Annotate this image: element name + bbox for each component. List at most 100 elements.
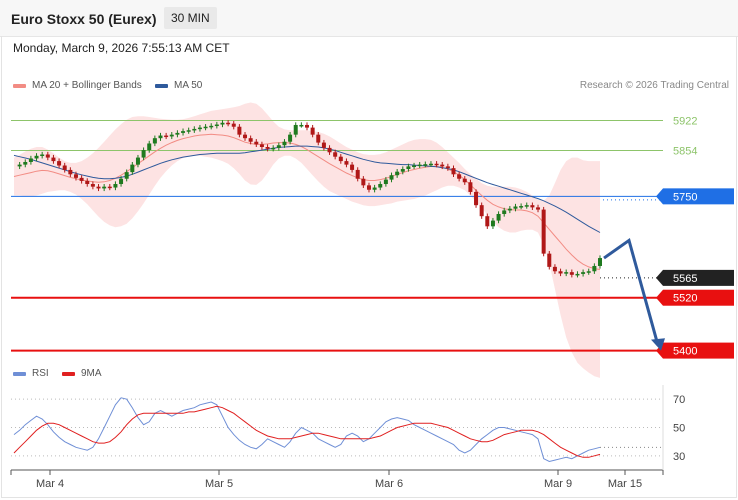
candle-body [327,147,332,153]
x-tick-label: Mar 6 [375,478,403,490]
candle-body [169,134,174,137]
candle-body [406,166,411,170]
candle-body [541,209,546,254]
candle-body [220,122,225,125]
candle-body [282,141,287,146]
candle-body [271,147,276,150]
candle-body [73,174,78,178]
header-bar: Euro Stoxx 50 (Eurex) 30 MIN [0,0,738,37]
candle-body [181,131,186,133]
level-label-5520: 5520 [673,293,697,305]
chart-credit: Research © 2026 Trading Central [579,80,729,91]
candle-body [468,182,473,192]
legend-rsi-label: RSI [32,368,49,379]
candle-body [598,258,602,266]
candle-body [530,205,535,208]
candle-body [231,123,236,127]
legend-ma50-label: MA 50 [174,80,203,91]
candle-body [293,124,298,135]
level-tag-5400 [663,342,734,359]
level-tag-5520 [663,289,734,306]
candle-body [451,168,456,175]
legend-ma20-label: MA 20 + Bollinger Bands [32,80,142,91]
candle-body [147,143,152,151]
candle-body [338,156,343,162]
rsi-line [13,397,601,463]
x-tick-label: Mar 4 [36,478,64,490]
candle-body [197,127,202,130]
level-label-5854: 5854 [673,146,697,158]
bollinger-band [14,102,600,378]
candle-body [333,152,338,157]
candle-body [265,147,270,149]
candle-body [34,155,39,159]
candle-body [51,157,56,162]
chart-datetime: Monday, March 9, 2026 7:55:13 AM CET [13,41,230,55]
candle-body [513,206,518,209]
candle-body [344,161,349,165]
candle-body [68,169,73,175]
level-tag-5565 [663,269,734,286]
legend-rsi-ma-swatch [62,371,75,376]
candle-body [316,134,321,143]
candle-body [158,135,163,139]
candle-body [321,142,326,148]
candle-body [141,150,146,158]
candle-body [299,124,304,127]
x-tick-label: Mar 5 [205,478,233,490]
chart-frame [1,36,737,498]
candle-body [152,138,157,144]
candle-body [113,184,118,188]
candle-body [40,154,45,156]
candle-body [569,272,574,275]
level-label-5922: 5922 [673,116,697,128]
legend-rsi: RSI [13,368,49,379]
candle-body [536,207,541,210]
scenario-arrow [603,237,660,346]
legend-ma50-swatch [155,83,168,88]
level-tag-5750 [663,188,734,205]
candle-body [366,185,371,190]
candle-body [237,126,242,135]
candle-body [395,171,400,176]
rsi-ma-line [13,405,601,458]
ma20-line [13,133,601,270]
legend-ma20-swatch [13,83,26,88]
candle-body [485,216,490,227]
candle-body [502,210,507,214]
legend-ma20: MA 20 + Bollinger Bands [13,80,142,91]
candle-body [90,184,95,187]
rsi-tick-70: 70 [673,394,685,406]
level-label-5750: 5750 [673,191,697,203]
candle-body [17,164,22,167]
candle-body [192,128,197,131]
candle-body [507,208,512,211]
candle-body [378,184,383,188]
candle-body [524,205,529,207]
candle-body [288,134,293,142]
timeframe-button[interactable]: 30 MIN [164,7,217,29]
candle-body [383,179,388,185]
candle-body [243,134,248,139]
candle-body [462,178,467,183]
rsi-tick-50: 50 [673,423,685,435]
candle-body [592,265,597,272]
candle-body [434,163,439,166]
candle-body [479,205,484,217]
candle-body [186,130,191,132]
x-tick-label: Mar 15 [608,478,642,490]
candle-body [372,187,377,190]
candle-body [276,145,281,148]
candle-body [564,272,569,274]
candle-body [124,172,129,179]
candle-body [445,166,450,169]
level-tag-arrow-5520 [656,289,663,306]
candle-body [547,253,552,267]
candle-body [214,124,219,127]
candle-body [400,169,405,172]
candle-body [135,157,140,165]
level-label-5400: 5400 [673,346,697,358]
rsi-tick-30: 30 [673,451,685,463]
candle-body [490,220,495,227]
